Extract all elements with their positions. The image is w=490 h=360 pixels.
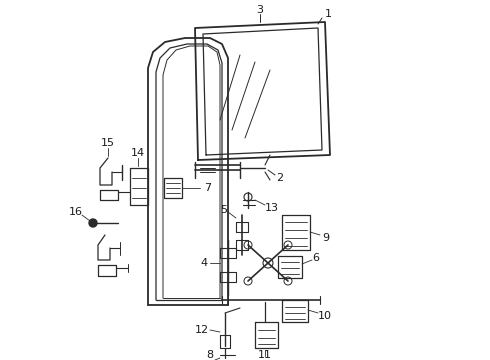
Text: 5: 5 xyxy=(220,205,227,215)
Text: 16: 16 xyxy=(69,207,83,217)
Text: 2: 2 xyxy=(276,173,284,183)
Text: 10: 10 xyxy=(318,311,332,321)
Text: 8: 8 xyxy=(206,350,214,360)
Circle shape xyxy=(89,219,97,227)
Text: 1: 1 xyxy=(324,9,332,19)
Text: 11: 11 xyxy=(258,350,272,360)
Text: 4: 4 xyxy=(200,258,208,268)
Text: 13: 13 xyxy=(265,203,279,213)
Text: 6: 6 xyxy=(313,253,319,263)
Text: 12: 12 xyxy=(195,325,209,335)
Text: 15: 15 xyxy=(101,138,115,148)
Text: 3: 3 xyxy=(256,5,264,15)
Text: 9: 9 xyxy=(322,233,330,243)
Text: 7: 7 xyxy=(204,183,212,193)
Text: 14: 14 xyxy=(131,148,145,158)
